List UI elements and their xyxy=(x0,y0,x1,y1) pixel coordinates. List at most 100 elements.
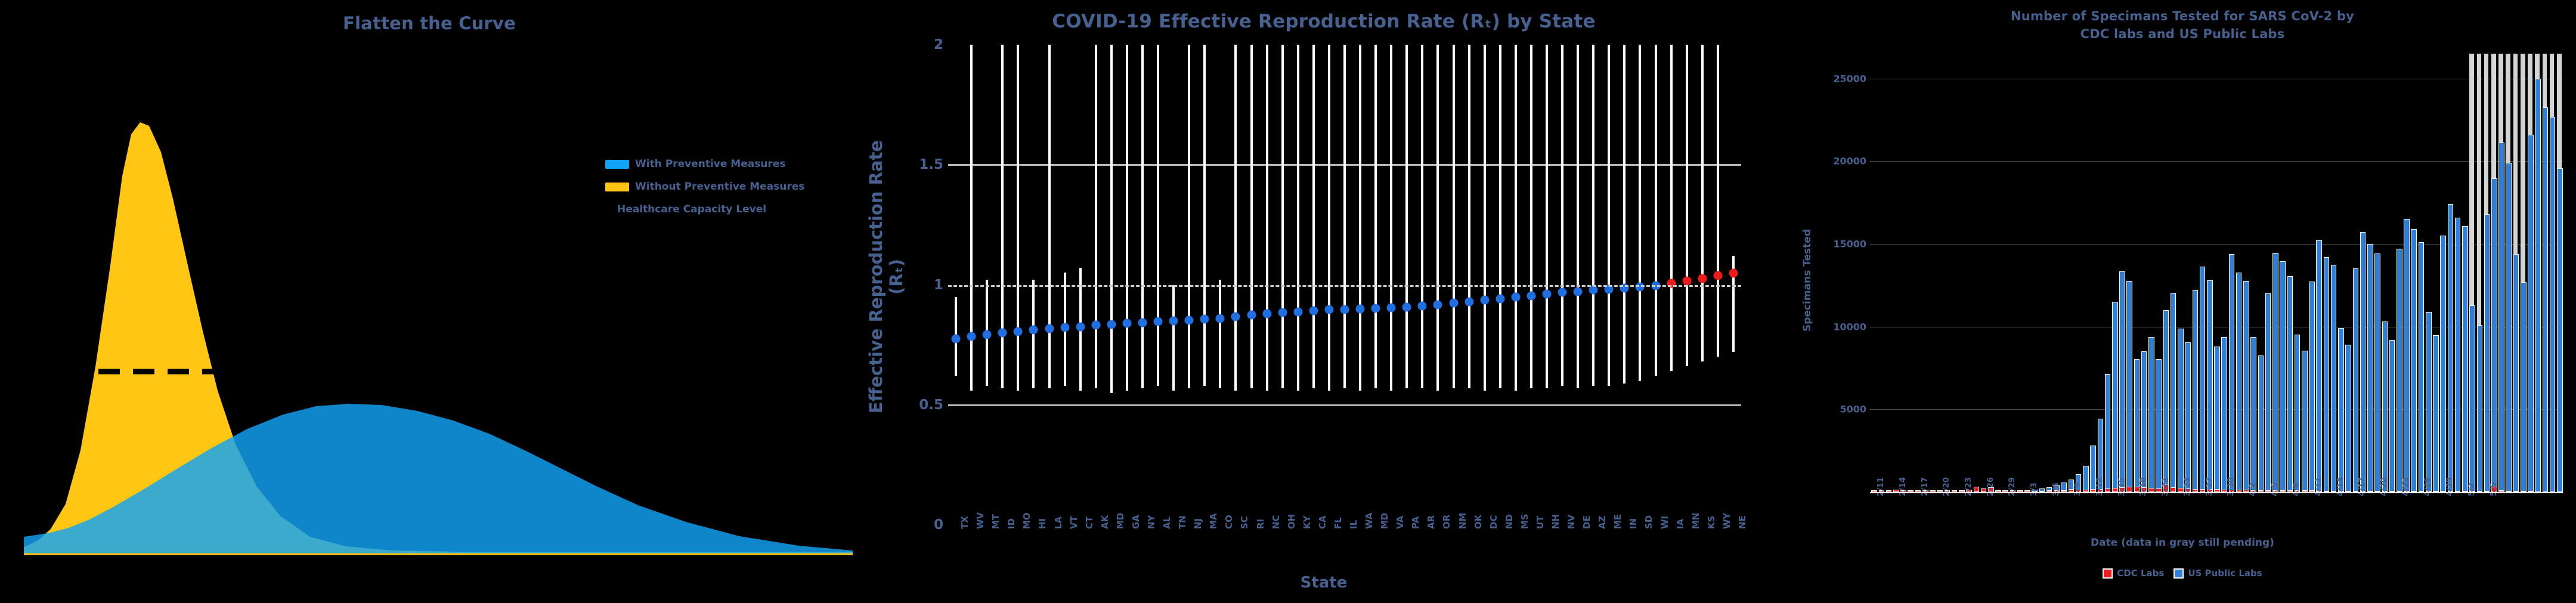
flatten-legend-item-2[interactable]: Healthcare Capacity Level xyxy=(617,203,766,215)
tests-bar-public[interactable] xyxy=(2083,465,2089,490)
rt-data-point[interactable] xyxy=(1496,294,1505,304)
rt-data-point[interactable] xyxy=(1309,306,1318,316)
tests-bar-cdc[interactable] xyxy=(1988,487,1994,492)
tests-bar-public[interactable] xyxy=(2272,253,2278,491)
tests-bar-cdc[interactable] xyxy=(1966,490,1972,492)
tests-bar-public[interactable] xyxy=(2389,339,2395,492)
tests-bar-public[interactable] xyxy=(2061,482,2067,491)
flatten-legend-item-1[interactable]: Without Preventive Measures xyxy=(605,181,804,193)
tests-bar-public[interactable] xyxy=(2178,329,2184,489)
rt-data-point[interactable] xyxy=(1324,305,1334,314)
rt-data-point[interactable] xyxy=(1262,309,1272,318)
rt-data-point[interactable] xyxy=(1153,317,1163,326)
tests-bar-cdc[interactable] xyxy=(1944,490,1950,492)
tests-bar-cdc[interactable] xyxy=(1871,490,1877,492)
tests-bar-cdc[interactable] xyxy=(1973,487,1980,492)
tests-bar-public[interactable] xyxy=(2382,321,2388,492)
tests-bar-public[interactable] xyxy=(2309,281,2315,491)
rt-data-point[interactable] xyxy=(1138,318,1147,327)
tests-bar-public[interactable] xyxy=(2418,242,2425,492)
tests-bar-public[interactable] xyxy=(2454,217,2461,492)
tests-legend-item-cdc[interactable]: CDC Labs xyxy=(2103,568,2164,579)
tests-bar-public[interactable] xyxy=(2360,232,2366,491)
tests-bar-cdc[interactable] xyxy=(1995,490,2001,492)
tests-bar-public[interactable] xyxy=(2054,485,2060,491)
rt-data-point[interactable] xyxy=(1184,316,1194,325)
tests-bar-cdc[interactable] xyxy=(1930,490,1936,492)
rt-data-point[interactable] xyxy=(1060,323,1070,332)
tests-bar-public[interactable] xyxy=(2513,253,2519,492)
tests-bar-public[interactable] xyxy=(2104,373,2111,490)
rt-data-point[interactable] xyxy=(1340,305,1349,314)
tests-bar-public[interactable] xyxy=(2280,261,2286,491)
tests-bar-public[interactable] xyxy=(2258,355,2264,491)
rt-data-point[interactable] xyxy=(1247,310,1256,320)
rt-data-point[interactable] xyxy=(1713,271,1723,280)
rt-data-point[interactable] xyxy=(1729,268,1738,278)
tests-bar-public[interactable] xyxy=(2498,142,2504,491)
tests-bar-public[interactable] xyxy=(2032,490,2038,492)
tests-bar-public[interactable] xyxy=(2557,168,2563,492)
tests-bar-public[interactable] xyxy=(2199,267,2206,490)
tests-bar-public[interactable] xyxy=(2491,178,2497,487)
rt-data-point[interactable] xyxy=(1573,287,1583,296)
tests-bar-public[interactable] xyxy=(2068,479,2075,490)
rt-data-point[interactable] xyxy=(982,330,992,339)
tests-bar-public[interactable] xyxy=(2163,310,2169,486)
rt-data-point[interactable] xyxy=(1231,312,1240,321)
tests-bar-public[interactable] xyxy=(2287,276,2293,491)
rt-data-point[interactable] xyxy=(1698,274,1707,283)
tests-bar-cdc[interactable] xyxy=(1885,490,1892,492)
rt-data-point[interactable] xyxy=(1278,308,1287,317)
rt-data-point[interactable] xyxy=(1371,304,1380,313)
tests-bar-public[interactable] xyxy=(2433,335,2439,492)
rt-data-point[interactable] xyxy=(1604,285,1614,294)
tests-bar-public[interactable] xyxy=(2243,280,2249,491)
tests-bar-public[interactable] xyxy=(2345,344,2351,491)
rt-data-point[interactable] xyxy=(1029,325,1038,335)
rt-data-point[interactable] xyxy=(1542,289,1552,299)
tests-bar-public[interactable] xyxy=(2221,336,2228,490)
tests-bar-cdc[interactable] xyxy=(2017,490,2023,492)
rt-data-point[interactable] xyxy=(1122,318,1132,328)
tests-bar-public[interactable] xyxy=(2542,107,2549,492)
tests-bar-public[interactable] xyxy=(2404,219,2410,492)
tests-bar-public[interactable] xyxy=(2528,135,2534,492)
rt-data-point[interactable] xyxy=(1215,314,1225,323)
tests-bar-cdc[interactable] xyxy=(1900,490,1906,492)
tests-bar-public[interactable] xyxy=(2330,265,2337,491)
tests-bar-public[interactable] xyxy=(2090,446,2096,490)
rt-data-point[interactable] xyxy=(1558,287,1567,297)
tests-bar-public[interactable] xyxy=(2374,253,2380,491)
tests-bar-cdc[interactable] xyxy=(1937,490,1943,492)
tests-bar-public[interactable] xyxy=(2192,289,2199,490)
rt-data-point[interactable] xyxy=(1465,297,1474,307)
tests-bar-cdc[interactable] xyxy=(1908,490,1914,492)
tests-bar-public[interactable] xyxy=(2294,334,2301,491)
tests-bar-public[interactable] xyxy=(2301,351,2308,491)
tests-bar-public[interactable] xyxy=(2265,292,2271,491)
tests-bar-cdc[interactable] xyxy=(2002,490,2009,492)
rt-data-point[interactable] xyxy=(1045,324,1054,333)
rt-data-point[interactable] xyxy=(1200,314,1209,324)
rt-data-point[interactable] xyxy=(1511,292,1521,302)
tests-bar-public[interactable] xyxy=(2075,474,2082,491)
rt-data-point[interactable] xyxy=(1076,322,1085,332)
tests-bar-cdc[interactable] xyxy=(1980,488,1987,492)
tests-bar-public[interactable] xyxy=(2119,271,2125,488)
tests-bar-public[interactable] xyxy=(2484,214,2490,492)
rt-data-point[interactable] xyxy=(1417,301,1427,311)
tests-bar-public[interactable] xyxy=(2236,272,2242,491)
rt-data-point[interactable] xyxy=(967,332,976,341)
rt-data-point[interactable] xyxy=(1355,304,1365,314)
tests-bar-cdc[interactable] xyxy=(1893,490,1899,492)
tests-bar-public[interactable] xyxy=(2323,256,2330,491)
tests-bar-cdc[interactable] xyxy=(1951,490,1958,492)
tests-bar-cdc[interactable] xyxy=(1922,490,1928,492)
tests-bar-public[interactable] xyxy=(2206,280,2213,490)
tests-bar-public[interactable] xyxy=(2097,419,2104,490)
tests-bar-public[interactable] xyxy=(2549,117,2556,492)
tests-bar-public[interactable] xyxy=(2520,282,2527,492)
tests-bar-public[interactable] xyxy=(2039,488,2045,491)
tests-bar-cdc[interactable] xyxy=(1959,490,1965,492)
